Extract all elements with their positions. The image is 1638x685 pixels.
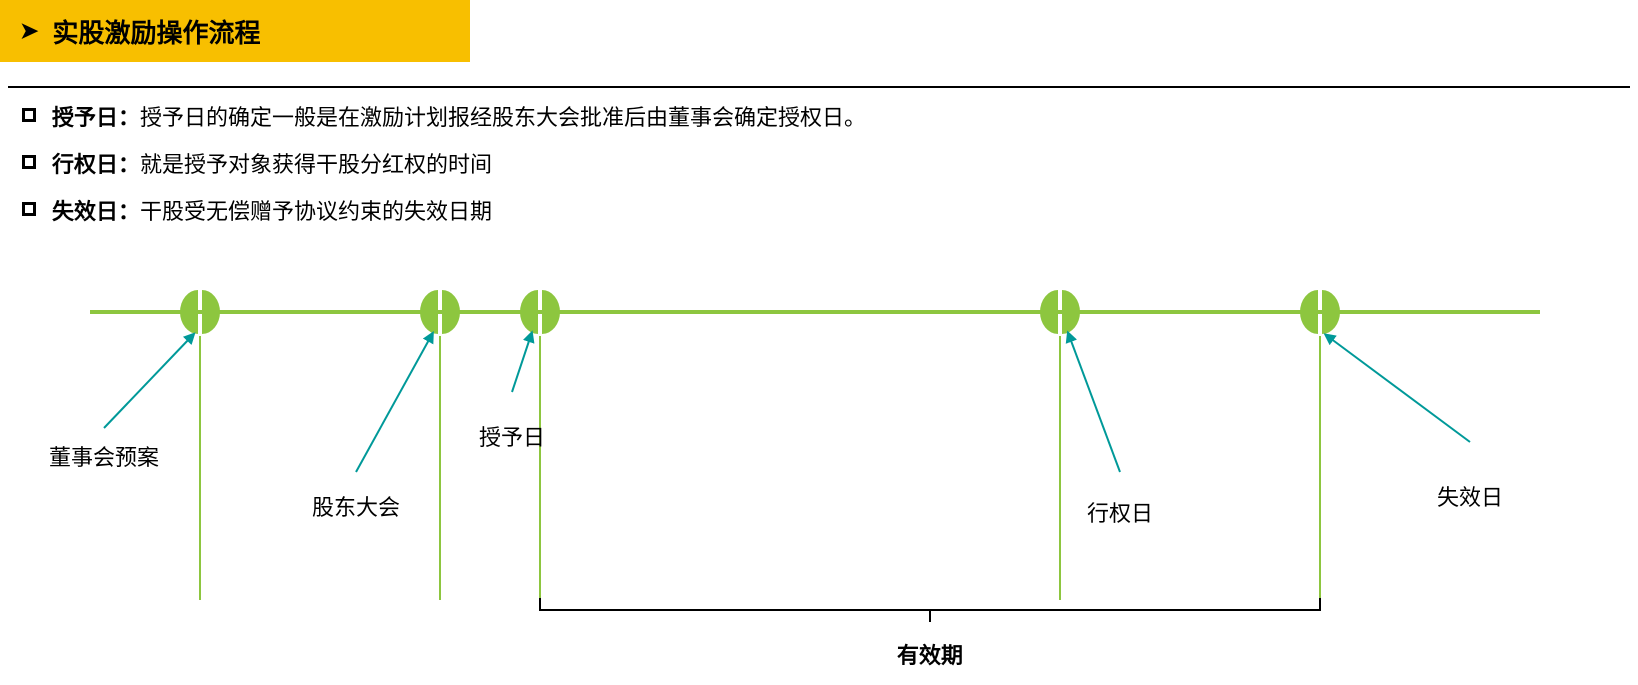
timeline-node-label: 行权日	[1087, 496, 1153, 528]
timeline-svg	[0, 260, 1638, 680]
chevron-right-icon: ➤	[20, 18, 38, 44]
square-bullet-icon	[22, 108, 36, 122]
bullet-list: 授予日：授予日的确定一般是在激励计划报经股东大会批准后由董事会确定授权日。 行权…	[22, 100, 1608, 242]
timeline-node-label: 授予日	[479, 420, 545, 452]
bullet-item: 失效日：干股受无偿赠予协议约束的失效日期	[22, 194, 1608, 229]
square-bullet-icon	[22, 155, 36, 169]
timeline-node-label: 失效日	[1437, 480, 1503, 512]
bullet-text: 干股受无偿赠予协议约束的失效日期	[140, 199, 492, 224]
timeline-node-label: 股东大会	[312, 490, 400, 522]
timeline-node-label: 董事会预案	[49, 440, 159, 472]
square-bullet-icon	[22, 202, 36, 216]
bullet-term: 失效日：	[52, 199, 140, 224]
bullet-item: 行权日：就是授予对象获得干股分红权的时间	[22, 147, 1608, 182]
bullet-item: 授予日：授予日的确定一般是在激励计划报经股东大会批准后由董事会确定授权日。	[22, 100, 1608, 135]
header-divider	[8, 86, 1630, 88]
title-bar: ➤ 实股激励操作流程	[0, 0, 470, 62]
page-title: 实股激励操作流程	[52, 13, 260, 50]
bullet-term: 行权日：	[52, 152, 140, 177]
bullet-text: 授予日的确定一般是在激励计划报经股东大会批准后由董事会确定授权日。	[140, 105, 866, 130]
bracket-label: 有效期	[897, 638, 963, 670]
bullet-text: 就是授予对象获得干股分红权的时间	[140, 152, 492, 177]
bullet-term: 授予日：	[52, 105, 140, 130]
timeline-diagram: 董事会预案股东大会 授予日行权日 失效日有效期	[0, 260, 1638, 680]
